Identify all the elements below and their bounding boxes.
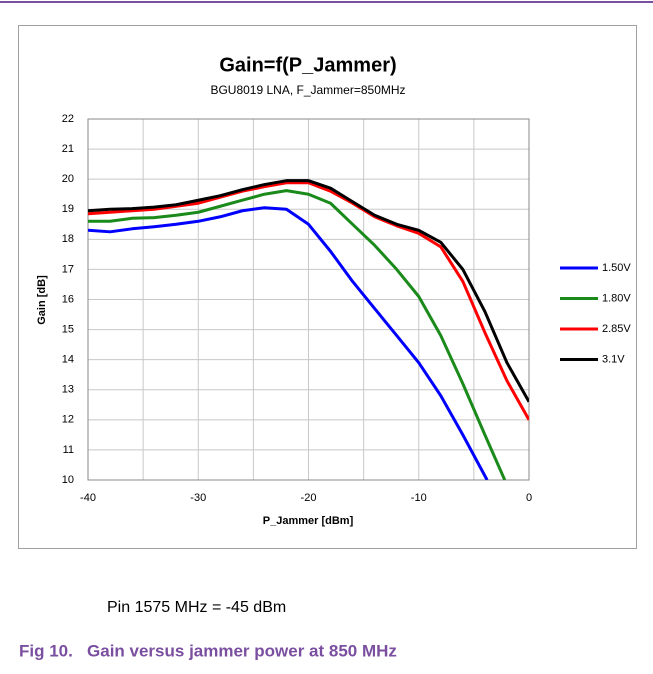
y-axis-label: Gain [dB] <box>36 275 48 325</box>
y-tick-label: 20 <box>62 173 74 185</box>
y-tick-label: 15 <box>62 323 74 335</box>
y-tick-label: 16 <box>62 293 74 305</box>
series-line <box>88 189 507 480</box>
y-tick-label: 14 <box>62 354 74 366</box>
legend-label: 3.1V <box>602 353 625 365</box>
series-line <box>88 181 529 421</box>
x-axis-label: P_Jammer [dBm] <box>263 515 354 527</box>
x-tick-label: -10 <box>411 492 427 504</box>
y-tick-label: 21 <box>62 143 74 155</box>
series-line <box>88 179 529 403</box>
figure-caption: Fig 10. Gain versus jammer power at 850 … <box>19 641 397 660</box>
y-tick-label: 12 <box>62 414 74 426</box>
legend-label: 2.85V <box>602 323 631 335</box>
y-tick-label: 19 <box>62 203 74 215</box>
chart-subtitle: BGU8019 LNA, F_Jammer=850MHz <box>210 83 405 97</box>
chart-title: Gain=f(P_Jammer) <box>219 54 396 76</box>
y-tick-label: 11 <box>63 444 74 456</box>
note: Pin 1575 MHz = -45 dBm <box>107 599 286 616</box>
y-tick-label: 18 <box>62 233 74 245</box>
x-tick-label: -30 <box>190 492 206 504</box>
x-tick-label: -40 <box>80 492 96 504</box>
x-tick-label: 0 <box>526 492 532 504</box>
x-tick-label: -20 <box>301 492 317 504</box>
chart-frame <box>18 25 637 549</box>
y-tick-label: 10 <box>62 474 74 486</box>
legend-label: 1.50V <box>602 262 631 274</box>
series-line <box>88 206 489 480</box>
y-tick-label: 22 <box>62 113 74 125</box>
y-tick-label: 17 <box>62 263 74 275</box>
legend-label: 1.80V <box>602 292 631 304</box>
plot-border <box>87 118 530 481</box>
y-tick-label: 13 <box>62 384 74 396</box>
